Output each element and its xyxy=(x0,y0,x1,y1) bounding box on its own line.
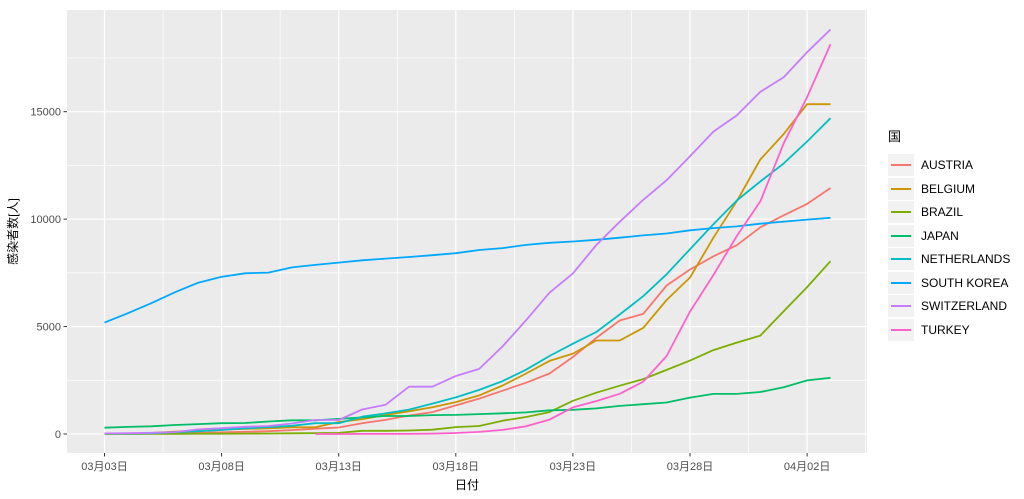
legend-key-line xyxy=(891,281,911,284)
legend-item-label: SWITZERLAND xyxy=(921,299,1008,313)
legend-item-turkey: TURKEY xyxy=(888,318,1010,341)
legend-key-line xyxy=(891,187,911,190)
legend-key-line xyxy=(891,164,911,166)
y-tick-label: 10000 xyxy=(30,214,61,226)
legend-items: AUSTRIA BELGIUM BRAZIL JAPAN NETHERLANDS SOUT… xyxy=(888,154,1010,341)
legend-item-label: JAPAN xyxy=(921,228,959,243)
legend-key-belgium xyxy=(888,177,914,200)
legend-key-line xyxy=(891,328,911,331)
legend-key-line xyxy=(891,234,911,237)
y-tick-label: 0 xyxy=(55,429,61,441)
x-tick-label: 03月23日 xyxy=(550,461,596,473)
legend-title: 国 xyxy=(888,129,902,144)
series-line-brazil xyxy=(104,260,832,435)
series-line-switzerland xyxy=(104,28,832,435)
legend-item-belgium: BELGIUM xyxy=(888,177,1010,200)
legend-item-label: AUSTRIA xyxy=(921,158,974,172)
x-tick-labels: 03月03日 03月08日 03月13日 03月18日 03月23日 03月28日 04月0… xyxy=(81,461,830,473)
legend-item-brazil: BRAZIL xyxy=(888,201,1010,223)
x-tick-label: 04月02日 xyxy=(784,461,830,473)
x-tick-label: 03月13日 xyxy=(315,461,361,473)
gridlines-minor xyxy=(67,10,867,453)
y-tick-label: 5000 xyxy=(37,322,61,334)
legend-item-label: SOUTH KOREA xyxy=(921,275,1009,290)
legend-item-label: BRAZIL xyxy=(921,205,964,219)
series-lines xyxy=(104,28,832,435)
legend-item-austria: AUSTRIA xyxy=(888,154,1010,176)
series-line-south-korea xyxy=(104,216,831,324)
legend-item-label: TURKEY xyxy=(921,322,970,337)
series-line-japan xyxy=(104,376,831,429)
y-tick-label: 15000 xyxy=(30,107,61,119)
legend-item-japan: JAPAN xyxy=(888,224,1010,247)
legend-key-brazil xyxy=(888,201,914,223)
x-tick-label: 03月08日 xyxy=(198,461,244,473)
x-tick-label: 03月18日 xyxy=(433,461,479,473)
y-tick-labels: 0 5000 10000 15000 xyxy=(30,107,61,441)
legend-key-netherlands xyxy=(888,248,914,270)
legend-key-austria xyxy=(888,154,914,176)
legend-item-label: BELGIUM xyxy=(921,181,976,196)
legend-key-line xyxy=(891,305,911,307)
x-tick-label: 03月03日 xyxy=(81,461,127,473)
legend-item-switzerland: SWITZERLAND xyxy=(888,295,1010,317)
legend-item-south-korea: SOUTH KOREA xyxy=(888,271,1010,294)
series-line-turkey xyxy=(315,43,832,435)
legend-item-label: NETHERLANDS xyxy=(921,252,1011,266)
legend-key-turkey xyxy=(888,318,914,341)
legend-key-line xyxy=(891,211,911,213)
legend-item-netherlands: NETHERLANDS xyxy=(888,248,1010,270)
axis-tick-marks xyxy=(63,111,808,457)
y-axis-title: 感染者数[人] xyxy=(5,198,20,265)
plot-panel xyxy=(67,10,867,453)
legend-key-line xyxy=(891,258,911,260)
legend-key-switzerland xyxy=(888,295,914,317)
legend-key-japan xyxy=(888,224,914,247)
series-line-austria xyxy=(104,187,832,435)
x-tick-label: 03月28日 xyxy=(667,461,713,473)
legend-key-south-korea xyxy=(888,271,914,294)
x-axis-title: 日付 xyxy=(455,478,479,492)
legend: 国 AUSTRIA BELGIUM BRAZIL JAPAN NETHERLANDS SO… xyxy=(888,126,1010,342)
